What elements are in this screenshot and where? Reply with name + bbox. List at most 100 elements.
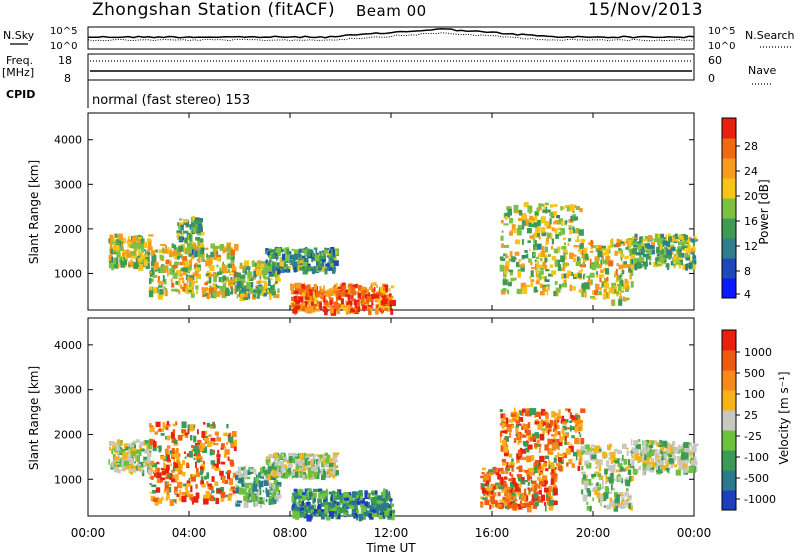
echo-cell [181,233,184,236]
echo-cell [648,465,653,468]
echo-cell [226,442,229,445]
echo-cell [313,247,318,250]
echo-cell [499,430,503,437]
echo-cell [198,227,203,235]
echo-cell [182,239,185,243]
echo-cell [333,260,339,267]
echo-cell [136,463,139,467]
echo-cell [529,475,532,479]
echo-cell [184,288,189,293]
echo-cell [634,242,638,246]
echo-cell [148,234,154,237]
echo-cell [390,308,394,315]
echo-cell [499,485,504,490]
echo-cell [336,286,342,289]
echo-cell [303,248,308,251]
echo-cell [149,271,152,274]
echo-cell [568,224,572,228]
echo-cell [520,283,523,291]
echo-cell [211,463,214,468]
echo-cell [610,473,614,478]
echo-cell [242,488,247,495]
echo-cell [311,466,316,471]
echo-cell [162,275,165,283]
echo-cell [156,472,162,479]
echo-cell [158,445,162,453]
echo-cell [673,449,679,454]
echo-cell [673,255,678,259]
echo-cell [662,249,664,255]
echo-cell [113,458,116,464]
echo-cell [200,220,202,224]
echo-cell [560,228,565,235]
echo-cell [326,255,330,258]
echo-cell [534,259,537,263]
echo-cell [583,282,590,289]
echo-cell [371,492,374,496]
echo-cell [547,430,550,435]
echo-cell [172,272,178,279]
echo-cell [536,466,540,473]
echo-cell [332,454,335,460]
echo-cell [612,288,614,295]
echo-cell [524,488,527,496]
echo-cell [600,502,602,507]
echo-cell [280,249,284,253]
echo-cell [554,281,558,285]
echo-cell [350,309,355,313]
echo-cell [538,236,541,240]
echo-cell [360,290,364,297]
echo-cell [601,282,604,288]
echo-cell [316,290,322,298]
echo-cell [272,483,276,490]
echo-cell [617,275,622,281]
echo-cell [516,460,519,464]
echo-cell [211,476,215,482]
echo-cell [375,292,382,295]
echo-cell [544,276,547,282]
echo-cell [272,467,278,470]
echo-cell [607,464,613,472]
echo-cell [308,505,314,510]
echo-cell [317,513,319,517]
echo-cell [658,468,663,473]
echo-cell [649,440,652,445]
echo-cell [174,486,178,494]
echo-cell [279,268,285,273]
echo-cell [162,470,166,475]
echo-cell [195,461,197,469]
echo-cell [530,469,536,476]
echo-cell [229,488,234,492]
echo-cell [188,450,193,457]
echo-cell [307,298,311,304]
echo-cell [165,468,169,474]
echo-cell [240,293,245,298]
echo-cell [305,493,308,497]
echo-cell [204,437,210,442]
echo-cell [181,430,187,437]
echo-cell [159,288,164,295]
echo-cell [147,469,152,476]
echo-cell [363,309,365,312]
echo-cell [371,288,376,293]
echo-cell [111,448,114,455]
echo-cell [356,498,359,502]
echo-cell [189,275,194,278]
echo-cell [557,264,562,272]
echo-cell [325,290,331,297]
echo-cell [357,285,362,289]
echo-cell [277,494,282,499]
echo-cell [302,452,307,457]
echo-cell [661,456,666,460]
echo-cell [259,501,263,509]
echo-cell [147,443,151,449]
echo-cell [290,289,295,295]
echo-cell [121,243,123,249]
echo-cell [353,298,356,306]
echo-cell [501,489,506,493]
echo-cell [355,511,358,518]
echo-cell [200,469,203,476]
nsky-panel: N.Sky 10^5 10^0 10^5 10^0 N.Search [3,26,795,52]
echo-cell [578,270,582,277]
echo-cell [215,497,220,505]
